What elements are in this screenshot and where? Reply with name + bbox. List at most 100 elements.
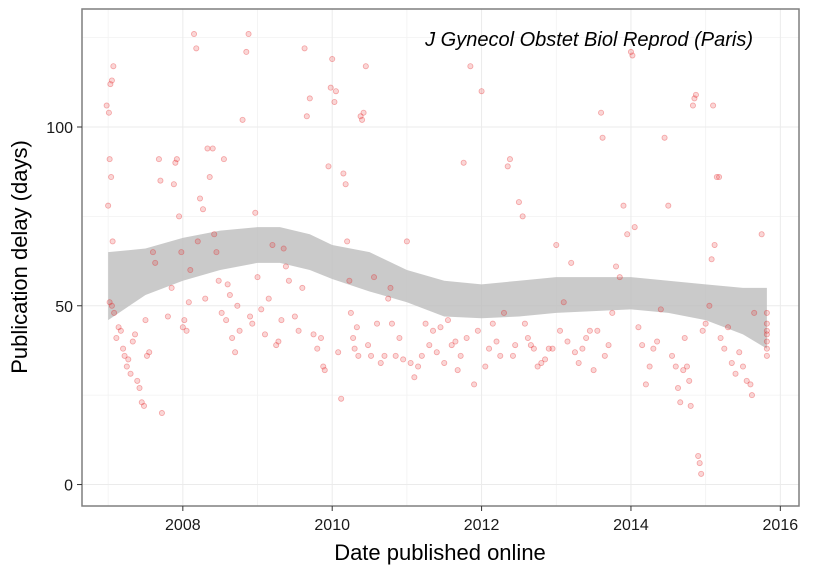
data-point — [564, 338, 571, 345]
data-point — [157, 177, 164, 184]
data-point — [687, 402, 694, 409]
data-point — [601, 352, 608, 359]
data-point — [579, 345, 586, 352]
data-point — [702, 320, 709, 327]
data-points — [103, 31, 770, 477]
data-point — [176, 213, 183, 220]
data-point — [486, 345, 493, 352]
data-point — [454, 367, 461, 374]
data-point — [103, 102, 110, 109]
data-point — [265, 295, 272, 302]
data-point — [594, 327, 601, 334]
data-point — [295, 327, 302, 334]
data-point — [654, 338, 661, 345]
data-point — [306, 95, 313, 102]
data-point — [716, 174, 723, 181]
data-point — [609, 309, 616, 316]
data-point — [329, 56, 336, 63]
data-point — [708, 256, 715, 263]
y-tick-label: 50 — [55, 299, 73, 316]
data-point — [108, 77, 115, 84]
data-point — [639, 342, 646, 349]
data-point — [460, 159, 467, 166]
data-point — [489, 320, 496, 327]
data-point — [706, 302, 713, 309]
data-point — [721, 345, 728, 352]
data-point — [359, 116, 366, 123]
data-point — [204, 145, 211, 152]
smooth-confidence-band — [108, 227, 767, 349]
y-axis-title: Publication delay (days) — [7, 140, 32, 374]
data-point — [170, 181, 177, 188]
data-point — [512, 342, 519, 349]
data-point — [471, 381, 478, 388]
data-point — [317, 334, 324, 341]
data-point — [681, 334, 688, 341]
data-point — [691, 95, 698, 102]
data-point — [193, 45, 200, 52]
data-point — [686, 377, 693, 384]
data-point — [763, 345, 770, 352]
data-point — [197, 195, 204, 202]
data-point — [400, 356, 407, 363]
data-point — [106, 156, 113, 163]
data-point — [107, 81, 114, 88]
data-point — [598, 109, 605, 116]
data-point — [646, 363, 653, 370]
data-point — [542, 356, 549, 363]
data-point — [583, 334, 590, 341]
data-point — [239, 116, 246, 123]
data-point — [629, 52, 636, 59]
data-point — [680, 367, 687, 374]
data-point — [254, 274, 261, 281]
data-point — [751, 309, 758, 316]
data-point — [206, 174, 213, 181]
data-point — [115, 324, 122, 331]
data-point — [278, 317, 285, 324]
data-point — [110, 63, 117, 70]
data-point — [173, 156, 180, 163]
data-point — [696, 460, 703, 467]
data-point — [396, 334, 403, 341]
data-point — [310, 331, 317, 338]
data-point — [234, 302, 241, 309]
data-point — [763, 327, 770, 334]
data-point — [275, 338, 282, 345]
data-point — [624, 231, 631, 238]
data-point — [605, 342, 612, 349]
data-point — [247, 313, 254, 320]
data-point — [411, 374, 418, 381]
data-point — [229, 334, 236, 341]
data-point — [387, 284, 394, 291]
data-point — [158, 410, 165, 417]
data-point — [120, 345, 127, 352]
data-point — [143, 352, 150, 359]
data-point — [725, 324, 732, 331]
data-point — [695, 452, 702, 459]
data-point — [739, 363, 746, 370]
data-point — [692, 91, 699, 98]
data-point — [331, 98, 338, 105]
data-point — [478, 88, 485, 95]
data-point — [108, 302, 115, 309]
data-point — [134, 377, 141, 384]
data-point — [599, 134, 606, 141]
data-point — [149, 249, 156, 256]
data-point — [108, 174, 115, 181]
data-point — [613, 263, 620, 270]
data-point — [220, 156, 227, 163]
data-point — [360, 109, 367, 116]
data-point — [747, 381, 754, 388]
data-point — [560, 299, 567, 306]
data-point — [418, 352, 425, 359]
data-point — [553, 241, 560, 248]
data-point — [665, 202, 672, 209]
data-point — [519, 213, 526, 220]
data-point — [381, 352, 388, 359]
data-point — [226, 292, 233, 299]
data-point — [388, 320, 395, 327]
data-point — [346, 277, 353, 284]
data-point — [521, 320, 528, 327]
data-point — [534, 363, 541, 370]
data-point — [117, 327, 124, 334]
